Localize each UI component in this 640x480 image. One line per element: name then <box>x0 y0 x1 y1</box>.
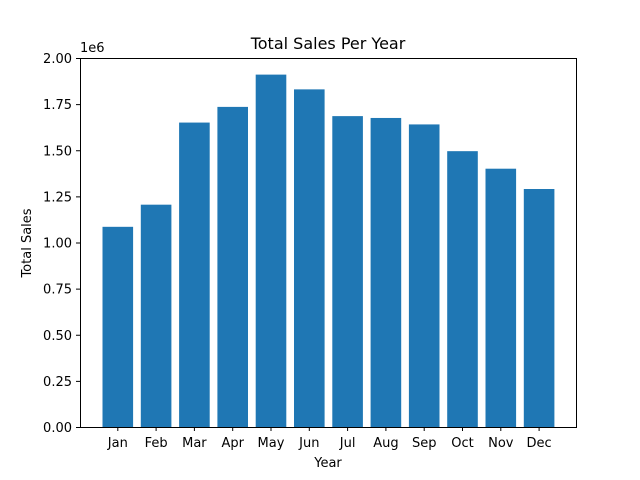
y-ticks-layer: 0.00 0.25 0.50 0.75 1.00 1.25 1.50 1.75 2.00 <box>43 52 80 436</box>
x-tick-label: May <box>258 436 285 451</box>
y-tick-label: 0.00 <box>43 421 72 436</box>
plot-area-frame <box>80 58 577 428</box>
x-tick-label: Feb <box>145 436 168 451</box>
bar-oct <box>447 151 478 428</box>
x-ticks-layer: Jan Feb Mar Apr May Jun Jul Aug Sep Oct Nov Dec <box>107 427 552 451</box>
y-tick-label: 1.50 <box>43 144 72 159</box>
bar-jun <box>294 89 325 428</box>
y-axis-label: Total Sales <box>20 208 35 278</box>
x-tick-label: Dec <box>527 436 552 451</box>
x-tick-label: Mar <box>182 436 207 451</box>
bar-aug <box>370 117 402 428</box>
x-tick-label: Oct <box>451 436 473 451</box>
x-tick-label: Jul <box>339 436 356 451</box>
bar-dec <box>523 189 555 427</box>
x-tick-label: Nov <box>488 436 514 451</box>
y-tick-label: 0.50 <box>43 329 72 344</box>
x-tick-label: Jan <box>107 436 128 451</box>
bar-sep <box>408 124 440 428</box>
bar-feb <box>140 204 172 427</box>
bar-jan <box>102 226 134 427</box>
x-tick-label: Apr <box>221 436 244 451</box>
x-tick-label: Sep <box>412 436 437 451</box>
bar-jul <box>332 116 363 428</box>
x-tick-label: Jun <box>298 436 319 451</box>
y-tick-label: 1.75 <box>43 98 72 113</box>
chart-title: Total Sales Per Year <box>250 34 406 53</box>
y-tick-label: 2.00 <box>43 52 72 67</box>
bar-nov <box>485 168 517 427</box>
y-axis-offset-label: 1e6 <box>80 41 105 56</box>
y-tick-label: 1.00 <box>43 237 72 252</box>
y-tick-label: 0.75 <box>43 283 72 298</box>
y-tick-label: 1.25 <box>43 190 72 205</box>
bars-layer <box>102 74 555 428</box>
x-axis-label: Year <box>313 456 342 471</box>
y-tick-label: 0.25 <box>43 375 72 390</box>
x-tick-label: Aug <box>373 436 398 451</box>
bar-apr <box>217 106 248 427</box>
bar-mar <box>179 122 210 427</box>
bar-may <box>255 74 287 428</box>
